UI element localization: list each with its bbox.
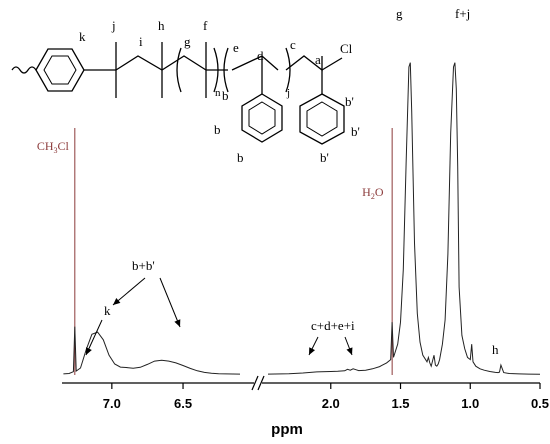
structure-label-d: d bbox=[257, 48, 264, 63]
x-tick-label: 2.0 bbox=[322, 396, 340, 411]
wavy-bond-icon bbox=[11, 66, 37, 74]
annotation-label: h bbox=[492, 342, 499, 357]
x-tick-label: 0.5 bbox=[531, 396, 549, 411]
structure-label-b2: b bbox=[214, 122, 221, 137]
annotation-label: c+d+e+i bbox=[311, 318, 355, 333]
reference-label-1: H2O bbox=[362, 185, 384, 201]
x-axis-label: ppm bbox=[271, 421, 303, 438]
structure-label-h: h bbox=[158, 18, 165, 33]
phenyl-ring-b bbox=[241, 93, 283, 143]
annotation-label: g bbox=[396, 6, 403, 21]
x-tick-label: 7.0 bbox=[103, 396, 121, 411]
backbone-chain bbox=[115, 55, 207, 71]
annotation-arrow bbox=[159, 277, 181, 328]
arrowhead-icon bbox=[86, 347, 92, 355]
arrowhead-icon bbox=[113, 298, 121, 305]
peak-annotations: k b+b' c+d+e+i h g f+j bbox=[85, 6, 499, 357]
spectrum-trace-0 bbox=[63, 326, 241, 375]
structure-label-j-sub: j bbox=[286, 87, 290, 99]
structure-label-g: g bbox=[184, 34, 191, 49]
structure-label-a: a bbox=[315, 52, 321, 67]
axis-break-mark bbox=[251, 375, 259, 391]
structure-label-cl: Cl bbox=[340, 41, 353, 56]
spectrum-traces bbox=[63, 62, 541, 375]
axis-break-mark bbox=[257, 375, 265, 391]
structure-label-c: c bbox=[290, 37, 296, 52]
phenyl-ring-k bbox=[35, 48, 85, 92]
structure-label-k: k bbox=[79, 29, 86, 44]
structure-label-b-prime-2: b' bbox=[351, 124, 360, 139]
x-tick-label: 6.5 bbox=[174, 396, 192, 411]
structure-label-b3: b bbox=[237, 150, 244, 165]
spectrum-trace-1 bbox=[267, 62, 541, 375]
phenyl-ring-b-prime bbox=[299, 93, 345, 145]
structure-label-f: f bbox=[203, 18, 208, 33]
polymer-structure-diagram bbox=[11, 42, 345, 145]
structure-label-n: n bbox=[215, 87, 221, 99]
structure-label-j: j bbox=[111, 18, 116, 33]
structure-label-b-prime-1: b' bbox=[345, 94, 354, 109]
structure-label-b-prime-3: b' bbox=[320, 150, 329, 165]
reference-label-0: CH3Cl bbox=[37, 139, 70, 155]
annotation-label: f+j bbox=[455, 6, 470, 21]
structure-label-i: i bbox=[139, 34, 143, 49]
arrowhead-icon bbox=[346, 347, 353, 355]
structure-labels: k j i h g f e d c a Cl n j b b b b' b' b… bbox=[79, 18, 360, 165]
x-axis: 7.0 6.5 2.0 1.5 1.0 0.5 bbox=[62, 375, 549, 411]
annotation-label: k bbox=[104, 303, 111, 318]
x-tick-label: 1.5 bbox=[391, 396, 409, 411]
annotation-label: b+b' bbox=[132, 258, 155, 273]
structure-label-e: e bbox=[233, 40, 239, 55]
arrowhead-icon bbox=[309, 347, 315, 355]
structure-label-b1: b bbox=[222, 88, 229, 103]
x-tick-label: 1.0 bbox=[461, 396, 479, 411]
arrowhead-icon bbox=[174, 319, 181, 327]
